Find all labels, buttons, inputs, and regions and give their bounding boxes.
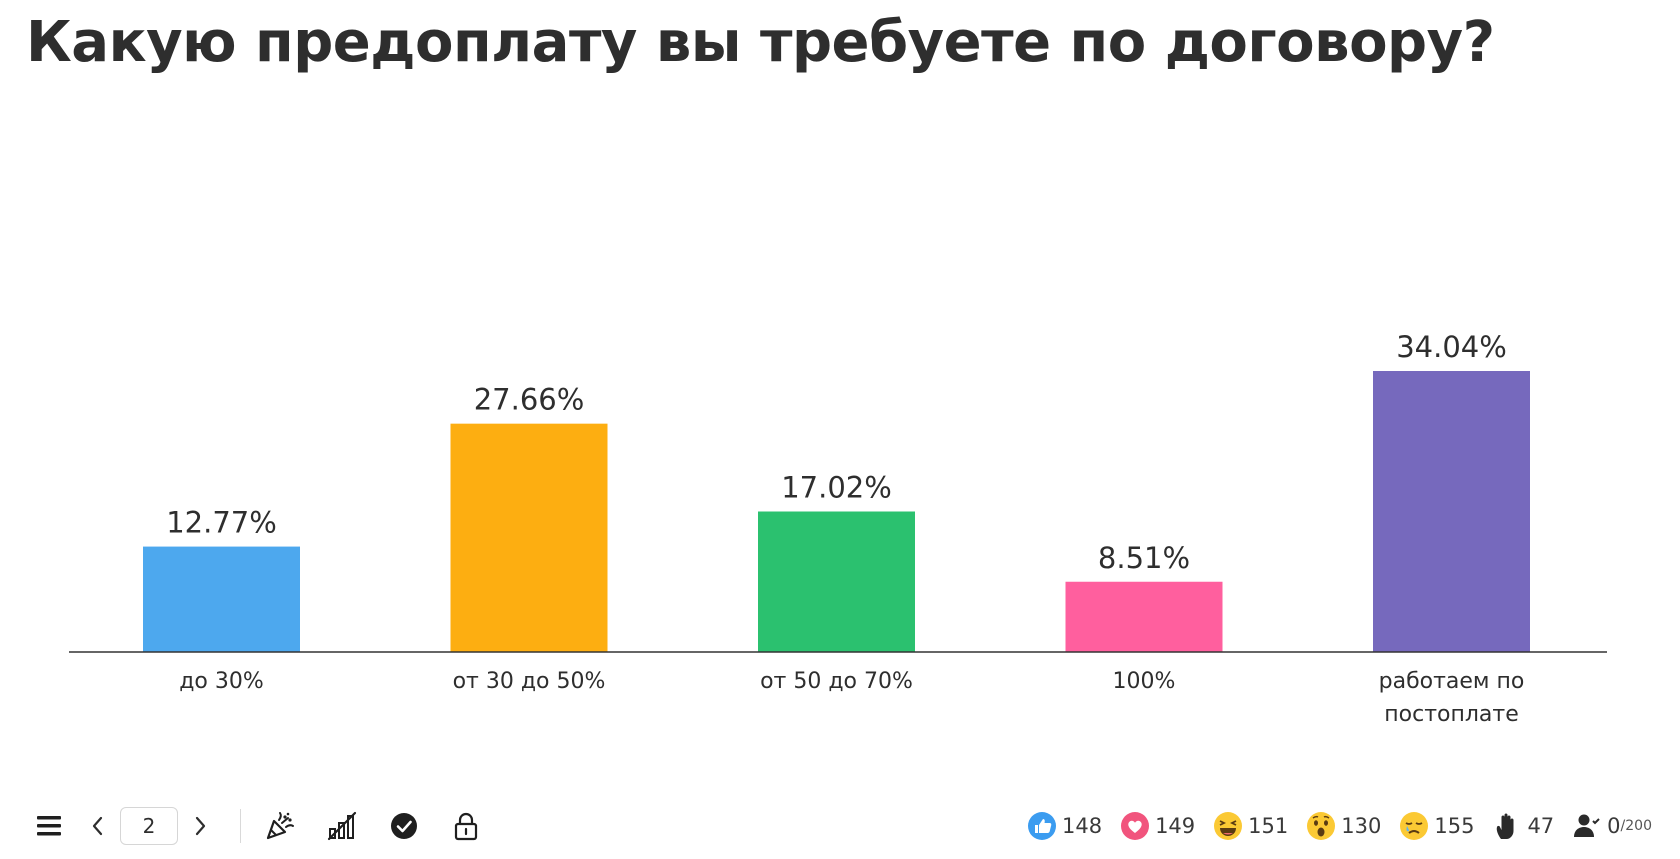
category-label: работаем по постоплате bbox=[1379, 669, 1525, 727]
lock-icon[interactable] bbox=[449, 809, 483, 843]
toolbar-divider bbox=[240, 808, 241, 843]
bar-value-label: 27.66% bbox=[474, 383, 585, 417]
chevron-right-icon[interactable] bbox=[190, 813, 212, 839]
reaction-sad-count: 155 bbox=[1434, 813, 1475, 838]
page-number-input[interactable]: 2 bbox=[120, 806, 178, 845]
check-circle-icon[interactable] bbox=[387, 809, 421, 843]
reaction-heart[interactable]: 149 bbox=[1120, 811, 1195, 841]
bar-chart: 12.77% 27.66% 17.02% 8.51% 34.04% до 30% от 3… bbox=[69, 330, 1607, 727]
raised-hands[interactable]: 47 bbox=[1492, 811, 1554, 841]
raised-hands-count: 47 bbox=[1527, 813, 1555, 838]
participants-count: 0 bbox=[1607, 813, 1621, 838]
chevron-left-icon[interactable] bbox=[86, 813, 108, 839]
bar-4 bbox=[1065, 581, 1223, 652]
sad-face-icon bbox=[1399, 811, 1429, 841]
participants-limit: /200 bbox=[1620, 817, 1652, 834]
raised-hand-icon bbox=[1492, 811, 1522, 841]
participants-counter: 0/200 bbox=[1572, 811, 1652, 841]
bar-5 bbox=[1373, 371, 1530, 652]
category-label: до 30% bbox=[179, 669, 264, 694]
thumbs-up-icon bbox=[1027, 811, 1057, 841]
heart-icon bbox=[1120, 811, 1150, 841]
reaction-heart-count: 149 bbox=[1155, 813, 1196, 838]
question-title: Какую предоплату вы требуете по договору… bbox=[26, 10, 1495, 75]
bar-value-label: 34.04% bbox=[1396, 330, 1507, 364]
reaction-laugh[interactable]: 151 bbox=[1213, 811, 1288, 841]
bar-value-label: 12.77% bbox=[166, 506, 277, 540]
bar-2 bbox=[450, 423, 608, 652]
reaction-laugh-count: 151 bbox=[1248, 813, 1289, 838]
reaction-like[interactable]: 148 bbox=[1027, 811, 1102, 841]
bar-3 bbox=[758, 511, 915, 652]
menu-icon[interactable] bbox=[36, 813, 62, 839]
reaction-wow-count: 130 bbox=[1341, 813, 1382, 838]
category-label: 100% bbox=[1113, 669, 1176, 694]
category-label: от 50 до 70% bbox=[760, 669, 913, 694]
reaction-like-count: 148 bbox=[1061, 813, 1103, 838]
results-hidden-icon[interactable] bbox=[325, 809, 359, 843]
confetti-icon[interactable] bbox=[263, 809, 297, 843]
bottom-toolbar: 2 bbox=[0, 792, 1680, 859]
category-label: от 30 до 50% bbox=[453, 669, 606, 694]
reaction-sad[interactable]: 155 bbox=[1399, 811, 1474, 841]
surprised-face-icon bbox=[1306, 811, 1336, 841]
reaction-wow[interactable]: 130 bbox=[1306, 811, 1381, 841]
bar-value-label: 8.51% bbox=[1098, 541, 1190, 575]
laughing-face-icon bbox=[1213, 811, 1243, 841]
user-icon bbox=[1572, 811, 1602, 841]
bar-value-label: 17.02% bbox=[781, 471, 892, 505]
bar-1 bbox=[143, 546, 300, 652]
